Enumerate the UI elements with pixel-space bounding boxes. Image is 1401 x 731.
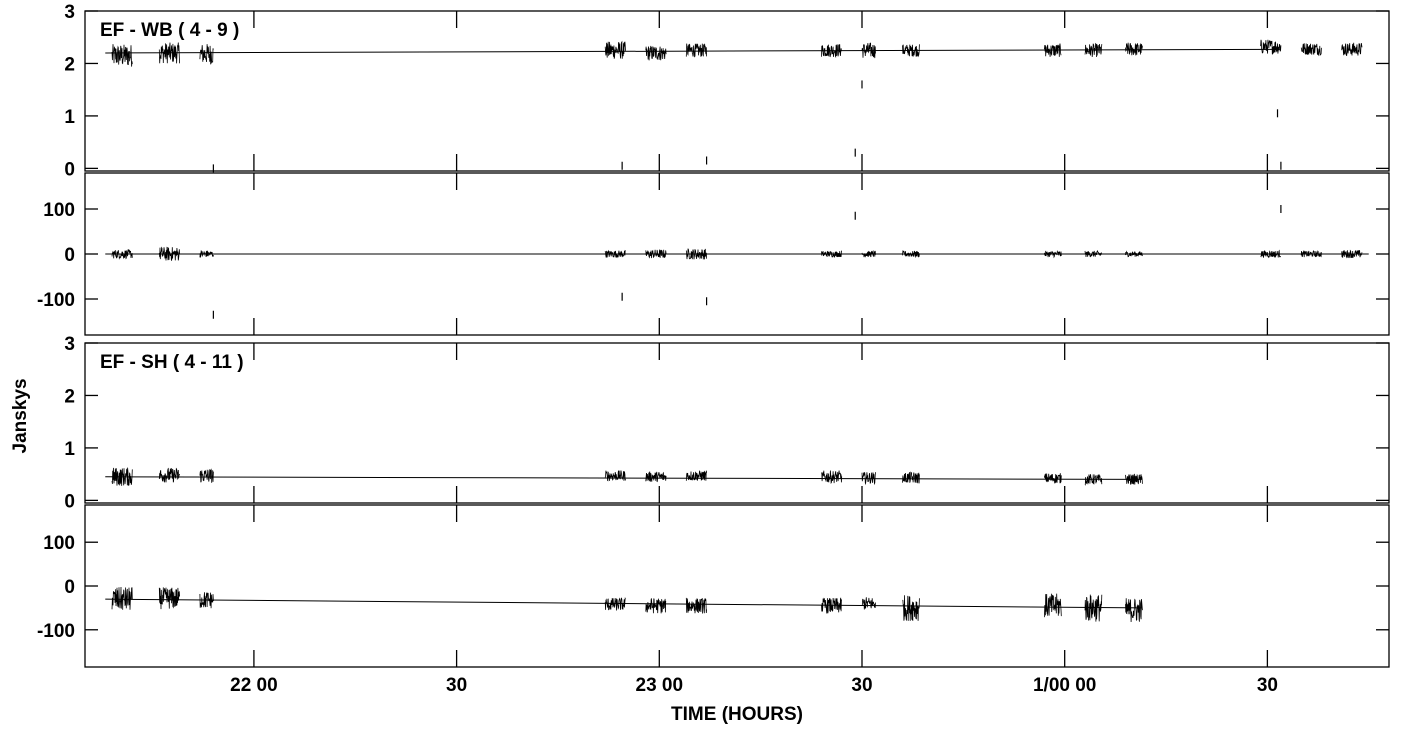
data-scan [821,597,843,614]
data-scan [902,44,920,58]
data-scan [111,586,133,610]
data-scan [1341,249,1363,259]
data-scan [1341,42,1363,56]
y-axis-title: Janskys [10,378,31,453]
data-scan [1084,594,1103,622]
panels: 0 1 2 3 EF - WB ( 4 - 9 ) 100 0 -100 0 1 2 3 EF - SH… [37,2,1390,696]
data-scan [685,248,707,260]
data-scan [685,470,707,482]
data-scan [861,42,876,59]
panel-4: 100 0 -100 22 00 30 23 00 30 1/00 00 30 [37,504,1390,696]
data-scan [861,250,876,258]
data-scan [1125,598,1143,623]
y-tick-label: 1 [64,439,75,460]
y-tick-label: 2 [64,386,75,407]
data-scan [1300,43,1322,57]
panel-3: 0 1 2 3 EF - SH ( 4 - 11 ) [64,334,1390,512]
y-tick-label: -100 [37,621,75,642]
x-tick-label: 23 00 [636,675,684,696]
panel-1: 0 1 2 3 EF - WB ( 4 - 9 ) [64,2,1390,180]
data-scan [645,45,667,61]
data-scan [199,249,214,258]
data-scan [1084,474,1103,486]
data-scan [1044,593,1062,618]
data-scan [158,42,180,64]
data-scan [1300,249,1322,258]
panel-title: EF - SH ( 4 - 11 ) [100,352,244,373]
data-scan [645,248,667,259]
panel-2: 100 0 -100 [37,172,1390,336]
y-tick-label: 100 [43,533,75,554]
data-scan [604,597,626,611]
data-scan [158,467,180,483]
y-tick-label: 1 [64,107,75,128]
y-tick-label: 0 [64,577,75,598]
y-tick-label: 2 [64,54,75,75]
data-scan [1125,42,1143,56]
y-tick-label: 3 [64,2,75,23]
data-scan [1260,249,1282,259]
data-scan [821,44,843,58]
x-tick-label: 30 [446,675,467,696]
panel-frame [84,10,1390,172]
data-scan [1044,473,1062,484]
data-scan [902,250,920,259]
data-scan [604,249,626,259]
data-scan [1084,42,1103,58]
data-scan [821,470,843,485]
data-scan [111,44,133,67]
data-scan [861,472,876,486]
data-scan [604,40,626,59]
data-scan [1260,39,1282,55]
data-scan [1044,249,1062,259]
panel-frame [84,342,1390,504]
data-scan [199,44,214,65]
data-scan [158,587,180,610]
data-scan [645,598,667,614]
y-tick-label: -100 [37,290,75,311]
data-scan [1084,249,1103,258]
y-tick-label: 0 [64,159,75,180]
data-scan [821,250,843,258]
panel-title: EF - WB ( 4 - 9 ) [100,20,239,41]
x-tick-label: 22 00 [230,675,278,696]
panel-frame [84,504,1390,668]
data-scan [199,468,214,483]
data-scan [645,471,667,483]
x-tick-label: 30 [851,675,872,696]
data-scan [1125,473,1143,485]
x-tick-label: 1/00 00 [1033,675,1096,696]
data-scan [111,249,133,260]
data-scan [902,471,920,484]
x-axis-title: TIME (HOURS) [671,704,803,725]
data-scan [111,467,133,486]
y-tick-label: 3 [64,334,75,355]
data-scan [685,43,707,58]
data-scan [902,595,920,621]
data-scan [1125,250,1143,258]
x-tick-label: 30 [1257,675,1278,696]
data-scan [1044,43,1062,57]
data-scan [158,246,180,261]
data-scan [685,597,707,614]
data-scan [604,470,626,482]
data-scan [199,591,214,609]
data-scan [861,597,876,610]
y-tick-label: 0 [64,245,75,266]
y-tick-label: 0 [64,491,75,512]
y-tick-label: 100 [43,200,75,221]
